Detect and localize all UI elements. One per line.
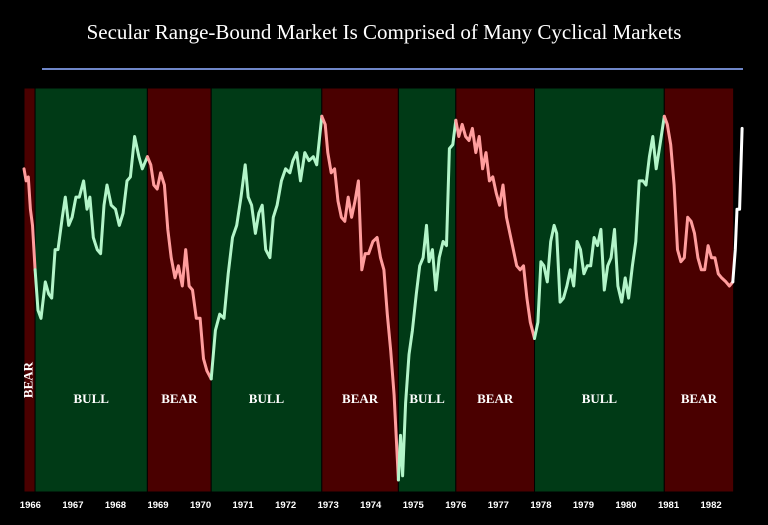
x-tick-1970: 1970 <box>190 500 211 511</box>
x-axis-ticks: 1966 1967 1968 1969 1970 1971 1972 1973 1974 1975… <box>20 500 722 511</box>
x-tick-1969: 1969 <box>147 500 168 511</box>
bear-series-8 <box>662 114 735 288</box>
x-tick-1981: 1981 <box>658 500 680 511</box>
bear-band-6 <box>455 87 536 493</box>
bull-series-3 <box>209 114 324 381</box>
bear-label-2: BEAR <box>161 391 198 406</box>
bear-band-2 <box>146 87 212 493</box>
x-tick-1978: 1978 <box>530 500 551 511</box>
bear-series-4 <box>320 114 400 482</box>
x-tick-1979: 1979 <box>573 500 594 511</box>
bull-label-3: BULL <box>249 391 285 406</box>
x-tick-1975: 1975 <box>403 500 425 511</box>
price-lines <box>22 114 744 482</box>
x-tick-1980: 1980 <box>615 500 636 511</box>
bear-label-4: BEAR <box>342 391 379 406</box>
x-tick-1982: 1982 <box>701 500 722 511</box>
bear-label-6: BEAR <box>477 391 514 406</box>
bull-series-5 <box>396 118 458 482</box>
title-rule <box>42 68 743 70</box>
x-tick-1968: 1968 <box>105 500 126 511</box>
bull-band-7 <box>534 87 665 493</box>
bull-series-1 <box>33 135 149 320</box>
chart-title: Secular Range-Bound Market Is Comprised … <box>86 20 682 44</box>
bull-label-7: BULL <box>582 391 618 406</box>
bear-band-8 <box>663 87 735 493</box>
bear-label-8: BEAR <box>681 391 718 406</box>
bull-band-1 <box>34 87 148 493</box>
regime-labels: BEAR BULL BEAR BULL BEAR BULL BEAR BULL BEAR <box>21 361 718 406</box>
bear-band-0 <box>23 87 36 493</box>
x-tick-1977: 1977 <box>488 500 509 511</box>
bear-label-0: BEAR <box>21 361 36 398</box>
bear-series-0 <box>22 167 37 272</box>
x-tick-1974: 1974 <box>360 500 382 511</box>
regime-bands <box>23 87 735 493</box>
bull-series-7 <box>533 114 666 340</box>
bull-band-5 <box>397 87 457 493</box>
x-tick-1976: 1976 <box>445 500 466 511</box>
x-tick-1973: 1973 <box>318 500 339 511</box>
bull-label-1: BULL <box>74 391 110 406</box>
x-tick-1966: 1966 <box>20 500 41 511</box>
bear-series-2 <box>145 155 213 381</box>
x-tick-1967: 1967 <box>62 500 83 511</box>
bull-label-5: BULL <box>409 391 445 406</box>
x-tick-1971: 1971 <box>233 500 255 511</box>
current-series-9 <box>731 126 744 284</box>
x-tick-1972: 1972 <box>275 500 296 511</box>
bear-series-6 <box>454 118 536 340</box>
